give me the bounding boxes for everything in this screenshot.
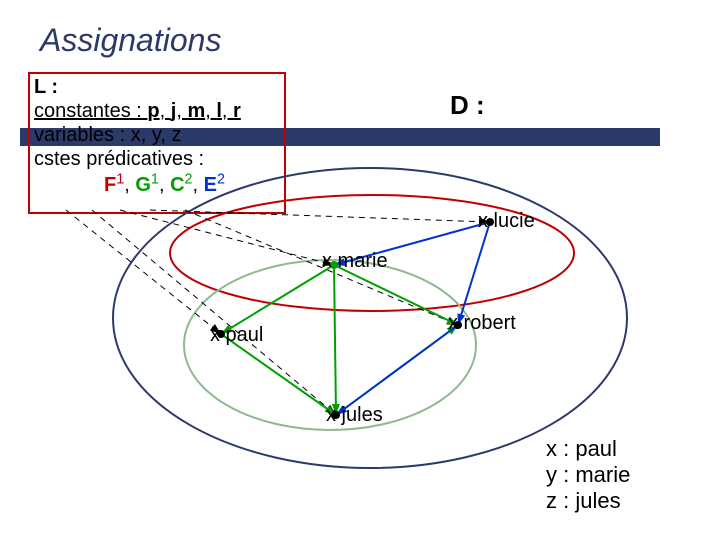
- point-label-paul: x paul: [210, 324, 263, 347]
- point-label-marie: x marie: [322, 250, 388, 273]
- point-label-lucie: x lucie: [478, 210, 535, 233]
- point-label-jules: x jules: [326, 404, 383, 427]
- point-label-robert: x robert: [448, 312, 516, 335]
- variable-assignment-box: x : pauly : mariez : jules: [546, 436, 630, 514]
